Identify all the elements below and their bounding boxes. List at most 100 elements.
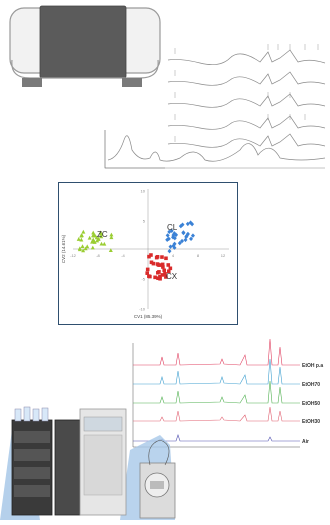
score-point-cl (180, 238, 185, 244)
score-point-cl (172, 235, 177, 241)
score-point-cx (166, 269, 171, 274)
lc-ms-instrument-icon (11, 406, 176, 519)
score-point-cx (163, 271, 167, 276)
x-tick-label: 4 (172, 253, 175, 258)
y-tick-label: 5 (143, 219, 146, 224)
score-point-zc (80, 244, 85, 249)
score-point-cx (145, 267, 150, 272)
score-point-cx (147, 254, 151, 259)
score-point-cx (155, 255, 160, 259)
lcms-figure: EtOH p.a EtOH70 EtOH50 EtOH30 Air (0, 338, 323, 520)
y-tick-label: -5 (141, 277, 145, 282)
score-point-zc (108, 248, 113, 252)
score-point-zc (109, 232, 114, 237)
score-point-zc (99, 241, 104, 246)
score-point-cl (190, 221, 195, 227)
trace-label: EtOH50 (302, 401, 320, 407)
score-point-cx (151, 261, 156, 266)
score-point-cx (164, 256, 168, 261)
score-point-cx (156, 276, 160, 281)
score-point-cl (168, 244, 173, 249)
score-point-zc (83, 246, 88, 251)
score-point-zc (87, 235, 92, 240)
score-point-cx (160, 273, 165, 277)
score-point-cl (188, 220, 193, 225)
score-point-cl (165, 237, 170, 242)
score-point-cx (164, 275, 168, 279)
score-point-zc (81, 229, 86, 234)
score-point-cl (180, 222, 185, 227)
score-point-cx (160, 255, 164, 259)
score-point-cx (153, 275, 157, 280)
score-point-cl (177, 240, 182, 246)
score-point-cl (183, 237, 188, 243)
nmr-spectrometer-icon (9, 5, 161, 87)
score-point-zc (109, 235, 114, 240)
score-point-cx (168, 266, 173, 271)
score-point-cx (148, 274, 152, 279)
trace-label: Air (302, 439, 309, 445)
score-point-cl (189, 236, 194, 242)
trace-label: EtOH70 (302, 382, 320, 388)
group-label-cl: CL (167, 223, 178, 232)
score-point-cl (166, 236, 171, 242)
score-point-cx (149, 253, 153, 257)
score-point-zc (91, 233, 96, 238)
score-point-cl (174, 232, 179, 238)
group-label-zc: ZC (97, 230, 108, 239)
score-point-cl (172, 231, 177, 236)
y-tick-label: -10 (139, 307, 146, 312)
group-label-cx: CX (166, 272, 178, 281)
score-point-cx (145, 271, 150, 275)
score-point-cl (171, 235, 176, 240)
score-point-cl (172, 241, 177, 247)
score-point-zc (91, 230, 96, 235)
trace-label: EtOH30 (302, 419, 320, 425)
nmr-figure (9, 5, 326, 169)
score-point-cl (167, 248, 172, 254)
x-tick-label: 12 (221, 253, 226, 258)
score-point-cl (172, 245, 177, 250)
score-point-cl (190, 233, 195, 238)
score-point-zc (102, 241, 107, 246)
x-axis-label: CV1 (85.39%) (134, 314, 163, 319)
score-point-cl (178, 223, 183, 229)
score-point-cl (184, 233, 189, 238)
score-point-cl (181, 230, 186, 236)
score-point-zc (81, 248, 86, 253)
score-point-zc (94, 235, 99, 240)
x-tick-label: -12 (70, 253, 77, 258)
score-point-zc (85, 244, 90, 249)
score-point-zc (91, 237, 96, 242)
score-point-cx (158, 274, 162, 279)
score-point-zc (77, 247, 82, 252)
inset-spectrum (104, 130, 326, 169)
panel-cv-plot: -12 -8 -4 4 8 12 10 5 -5 -10 ZC CL CX CV1 (85.39%) … (58, 182, 238, 325)
nmr-spectra (167, 49, 326, 148)
score-point-zc (79, 233, 84, 238)
x-tick-label: -8 (96, 253, 100, 258)
x-tick-label: -4 (121, 253, 125, 258)
y-tick-label: 10 (141, 189, 146, 194)
score-point-zc (90, 245, 95, 250)
score-point-cx (161, 265, 165, 269)
chromatograms (132, 338, 300, 448)
panel-nmr (0, 0, 330, 175)
panel-lcms: EtOH p.a EtOH70 EtOH50 EtOH30 Air (0, 335, 330, 520)
score-point-cx (157, 270, 161, 274)
score-point-cx (158, 276, 162, 281)
peak-markers (174, 44, 319, 142)
score-point-cl (167, 229, 172, 235)
score-point-cx (166, 263, 171, 267)
score-point-cx (162, 268, 167, 273)
score-point-cx (149, 260, 154, 265)
score-point-cx (157, 263, 162, 267)
score-point-zc (99, 234, 104, 239)
score-point-zc (76, 237, 81, 241)
x-tick-label: 8 (197, 253, 200, 258)
trace-label: EtOH p.a (302, 363, 323, 369)
score-point-zc (99, 231, 104, 236)
score-point-cx (155, 262, 160, 266)
y-axis-label: CV2 (14.61%) (61, 234, 66, 263)
